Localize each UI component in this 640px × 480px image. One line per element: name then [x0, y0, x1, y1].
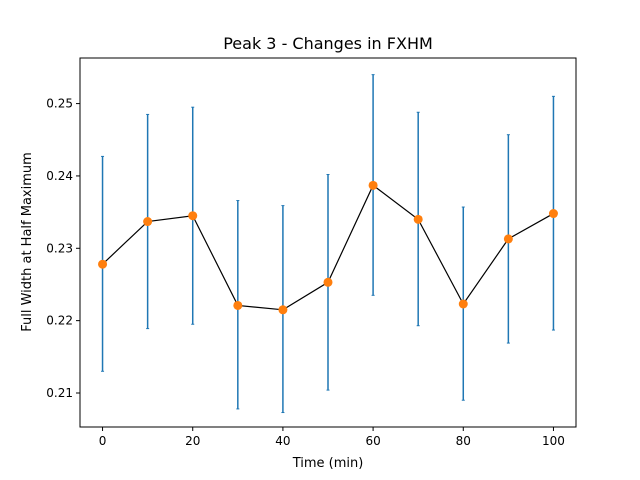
x-tick-label: 40 — [275, 434, 290, 448]
x-tick-label: 80 — [456, 434, 471, 448]
data-point — [458, 299, 468, 309]
y-tick-label: 0.25 — [46, 97, 73, 111]
y-axis: 0.21 0.22 0.23 0.24 0.25 — [46, 97, 80, 400]
data-point — [233, 300, 243, 310]
x-tick-label: 100 — [542, 434, 565, 448]
data-point — [143, 217, 153, 227]
y-tick-label: 0.23 — [46, 241, 73, 255]
data-point — [98, 259, 108, 269]
x-tick-label: 20 — [185, 434, 200, 448]
plot-area — [98, 74, 558, 414]
chart-title: Peak 3 - Changes in FXHM — [223, 34, 433, 53]
y-tick-label: 0.21 — [46, 386, 73, 400]
y-axis-label: Full Width at Half Maximum — [20, 152, 35, 332]
data-point — [278, 305, 288, 315]
y-tick-label: 0.22 — [46, 314, 73, 328]
x-axis: 0 20 40 60 80 100 — [99, 427, 565, 448]
data-point — [503, 234, 513, 244]
x-axis-label: Time (min) — [292, 456, 364, 471]
data-point — [368, 180, 378, 190]
x-tick-label: 0 — [99, 434, 107, 448]
data-point — [413, 214, 423, 224]
data-point — [548, 209, 558, 219]
axes-frame — [79, 57, 577, 428]
data-point — [323, 277, 333, 287]
data-point — [188, 211, 198, 221]
x-tick-label: 60 — [365, 434, 380, 448]
y-tick-label: 0.24 — [46, 169, 73, 183]
